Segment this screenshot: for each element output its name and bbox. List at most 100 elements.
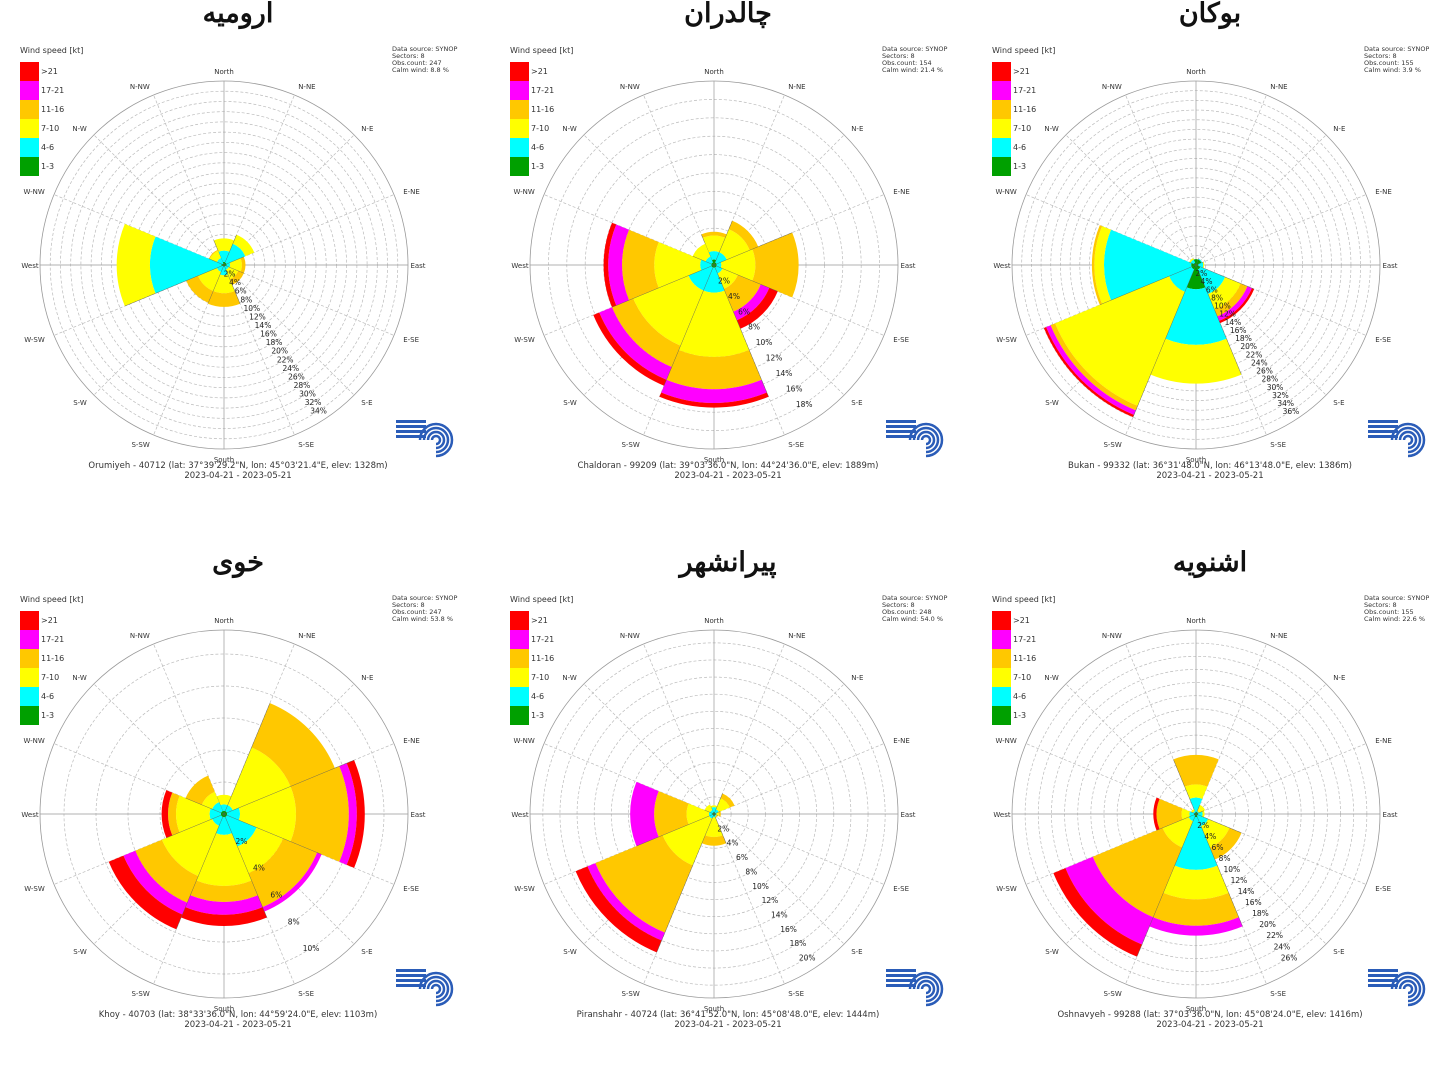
ring-label: 6% [1212, 843, 1224, 852]
station-caption: Bukan - 99332 (lat: 36°31'48.0"N, lon: 4… [1068, 461, 1352, 471]
sector-bar [201, 791, 220, 810]
sector-s-w [1053, 813, 1197, 957]
legend: >21 17-21 11-16 7-10 4-6 1-3 [992, 62, 1036, 176]
sector-bar [712, 265, 716, 268]
sector-east [223, 759, 365, 868]
direction-label: E-SE [403, 336, 419, 344]
direction-label: South [214, 1005, 234, 1013]
sector-bar [1194, 813, 1196, 815]
sector-s-w [593, 264, 715, 386]
sector-bar [714, 814, 718, 818]
sector-bar [216, 794, 232, 806]
sector-bar [587, 863, 665, 941]
legend-swatch [992, 138, 1011, 157]
legend-swatch [510, 119, 529, 138]
sector-edge [166, 813, 225, 839]
sector-bar [1195, 812, 1197, 814]
sector-edge [636, 813, 715, 847]
sector-bar [705, 817, 723, 838]
windrose-plot: 2% 4% 6% 8% 10% 12% 14% 16% 18% 20% North N-NE N-E E-… [511, 617, 915, 1013]
info-line: Sectors: 8 [392, 52, 425, 60]
direction-label: West [993, 811, 1010, 819]
sector-bar [229, 270, 244, 285]
direction-label: W-NW [23, 737, 44, 745]
sector-bar [702, 235, 726, 253]
info-line: Data source: SYNOP [1364, 45, 1429, 53]
direction-label: N-NW [1102, 83, 1122, 91]
sector-bar [135, 839, 199, 903]
sector-n-e [223, 703, 335, 815]
sector-bar [181, 907, 267, 926]
grid-spoke [1125, 94, 1197, 266]
direction-label: S-W [1045, 399, 1059, 407]
sector-west [1091, 225, 1197, 306]
direction-label: E-SE [893, 336, 909, 344]
sector-bar [1208, 277, 1241, 310]
sector-bar [1149, 917, 1243, 936]
legend-entry: 4-6 [992, 687, 1036, 706]
grid-spoke [1195, 134, 1327, 266]
direction-label: East [900, 262, 915, 270]
ring-label: 30% [299, 390, 316, 399]
sector-bar [1198, 258, 1203, 263]
sector-edge [1173, 759, 1197, 815]
period-caption: 2023-04-21 - 2023-05-21 [674, 1020, 782, 1030]
ring-label: 12% [1231, 876, 1248, 885]
legend-label: 17-21 [1013, 86, 1037, 95]
direction-label: N-W [1044, 674, 1058, 682]
legend-entry: 11-16 [992, 649, 1036, 668]
ring-label: 34% [310, 407, 327, 416]
info-line: Obs.count: 154 [882, 59, 932, 67]
direction-label: W-SW [996, 336, 1017, 344]
ring-label: 12% [1219, 310, 1236, 319]
direction-label: E-NE [893, 188, 910, 196]
sector-bar [714, 265, 717, 268]
direction-label: West [21, 811, 38, 819]
ring-label: 34% [1277, 399, 1294, 408]
direction-label: S-E [1333, 399, 1344, 407]
info-line: Sectors: 8 [882, 601, 915, 609]
direction-label: S-SE [1270, 990, 1286, 998]
direction-label: W-SW [24, 336, 45, 344]
direction-label: S-SE [298, 441, 314, 449]
ring-label: 12% [249, 312, 266, 321]
direction-label: W-SW [24, 885, 45, 893]
sector-s-w [186, 264, 225, 303]
sector-n-e [1195, 258, 1203, 266]
ring-label: 6% [235, 287, 247, 296]
legend-swatch [510, 62, 529, 81]
sector-bar [116, 223, 156, 307]
legend-entry: 17-21 [992, 81, 1036, 100]
sector-bar [1156, 798, 1183, 830]
ring-label: 16% [1245, 898, 1262, 907]
info-line: Obs.count: 155 [1364, 59, 1414, 67]
sector-s-e [1195, 813, 1242, 860]
sector-bar [222, 810, 226, 814]
sector-edge [124, 264, 225, 307]
sector-bar [224, 262, 227, 265]
sector-bar [1214, 283, 1248, 317]
sector-south [1149, 813, 1243, 936]
legend-swatch [510, 706, 529, 725]
sector-edge [701, 234, 715, 266]
sector-bar [736, 287, 778, 329]
legend-label: 7-10 [41, 124, 60, 133]
sector-bar [185, 775, 215, 805]
sector-n-e [1195, 804, 1206, 815]
ring-label: 6% [270, 891, 282, 900]
chart-title: پیرانشهر [679, 547, 777, 578]
sector-edge [223, 759, 355, 815]
grid-spoke [1195, 683, 1327, 815]
windrose-plot: 2% 4% 6% 8% 10% North N-NE N-E E-NE East E-SE S-E S-… [21, 617, 425, 1013]
direction-label: N-W [562, 674, 576, 682]
sector-bar [196, 833, 252, 886]
sector-bar [213, 238, 235, 252]
sector-bar [1065, 856, 1154, 945]
sector-bar [593, 312, 667, 386]
grid-spoke [713, 813, 885, 885]
sector-edge [1099, 264, 1197, 306]
info-line: Calm wind: 3.9 % [1364, 66, 1421, 74]
legend-label: 17-21 [41, 86, 65, 95]
sector-edge [713, 813, 727, 844]
sector-bar [661, 379, 767, 404]
